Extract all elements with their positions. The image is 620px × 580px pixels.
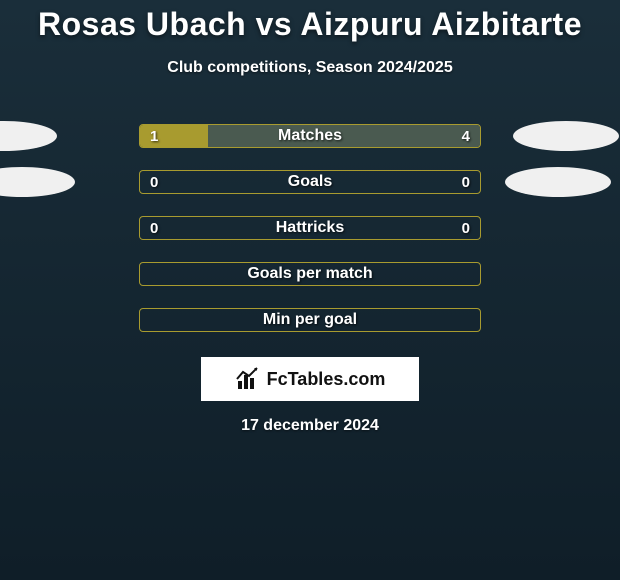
chart-icon: [235, 367, 261, 391]
footer-date: 17 december 2024: [0, 417, 620, 435]
player-right-badge: [505, 167, 611, 197]
stat-label: Hattricks: [140, 217, 480, 239]
player-left-badge: [0, 167, 75, 197]
stat-row: 00Hattricks: [0, 205, 620, 251]
site-logo-text: FcTables.com: [267, 369, 386, 390]
stat-row: Goals per match: [0, 251, 620, 297]
stat-bar: 14Matches: [139, 124, 481, 148]
player-right-badge: [513, 121, 619, 151]
stat-label: Matches: [140, 125, 480, 147]
site-logo: FcTables.com: [201, 357, 419, 401]
stat-bar: 00Hattricks: [139, 216, 481, 240]
stat-label: Goals: [140, 171, 480, 193]
stat-row: Min per goal: [0, 297, 620, 343]
stat-rows: 14Matches 00Goals 00Hattricks Goals per mat…: [0, 113, 620, 343]
stat-row: 00Goals: [0, 159, 620, 205]
stat-label: Goals per match: [140, 263, 480, 285]
stat-bar: Min per goal: [139, 308, 481, 332]
stat-label: Min per goal: [140, 309, 480, 331]
player-left-badge: [0, 121, 57, 151]
stat-bar: Goals per match: [139, 262, 481, 286]
stat-row: 14Matches: [0, 113, 620, 159]
comparison-title: Rosas Ubach vs Aizpuru Aizbitarte: [0, 6, 620, 43]
comparison-subtitle: Club competitions, Season 2024/2025: [0, 59, 620, 77]
stat-bar: 00Goals: [139, 170, 481, 194]
